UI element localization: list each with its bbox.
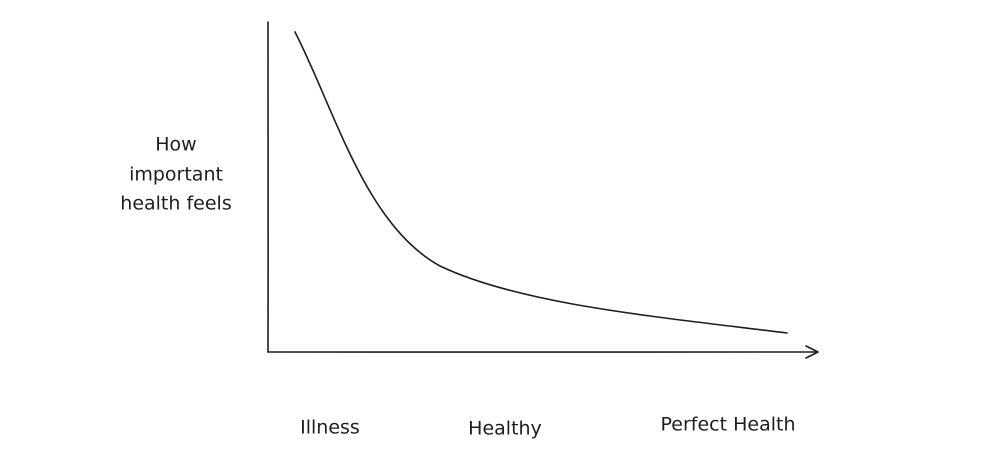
y-axis-label: important: [129, 164, 223, 186]
x-axis-arrowhead: [805, 345, 819, 359]
curve: [294, 31, 788, 334]
x-axis-label: Healthy: [468, 418, 542, 440]
x-axis-label: Illness: [300, 417, 360, 439]
x-axis-label: Perfect Health: [661, 414, 796, 436]
y-axis-label: health feels: [120, 193, 231, 215]
y-axis-label: How: [155, 134, 196, 156]
